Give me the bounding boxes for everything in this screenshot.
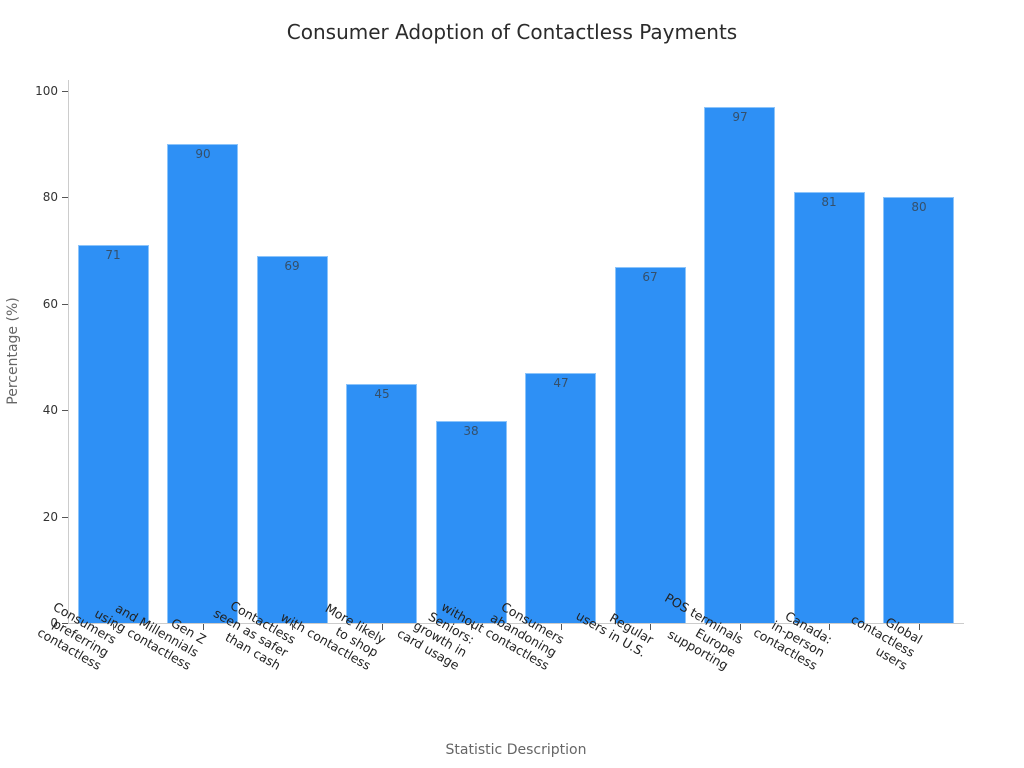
bar	[704, 107, 775, 623]
x-tick-mark	[561, 624, 562, 630]
bar	[257, 256, 328, 623]
bar	[525, 373, 596, 623]
x-axis-line	[68, 623, 964, 624]
x-axis-title: Statistic Description	[445, 742, 587, 758]
bar-value-label: 69	[284, 259, 300, 273]
x-tick-mark	[829, 624, 830, 630]
bar	[615, 267, 686, 623]
y-tick-label: 100	[35, 84, 58, 98]
bar-value-label: 45	[374, 387, 390, 401]
y-tick-label: 40	[42, 403, 58, 417]
x-tick-mark	[919, 624, 920, 630]
y-tick-mark	[62, 197, 68, 198]
y-tick-label: 60	[42, 297, 58, 311]
x-tick-mark	[292, 624, 293, 630]
bar-value-label: 97	[732, 110, 748, 124]
y-tick-label: 0	[50, 616, 58, 630]
bar-value-label: 90	[195, 147, 211, 161]
x-tick-mark	[382, 624, 383, 630]
bar-value-label: 38	[463, 424, 479, 438]
bar-value-label: 80	[911, 200, 927, 214]
bar-value-label: 71	[105, 248, 121, 262]
x-tick-mark	[740, 624, 741, 630]
y-tick-mark	[62, 91, 68, 92]
x-tick-mark	[203, 624, 204, 630]
y-axis-title: Percentage (%)	[5, 297, 21, 405]
y-axis-line	[68, 80, 69, 624]
y-tick-mark	[62, 410, 68, 411]
bar	[794, 192, 865, 623]
bar	[436, 421, 507, 623]
x-tick-mark	[113, 624, 114, 630]
x-tick-mark	[471, 624, 472, 630]
chart-title: Consumer Adoption of Contactless Payment…	[286, 20, 738, 44]
bar	[346, 384, 417, 623]
y-tick-label: 80	[42, 190, 58, 204]
bar	[883, 197, 954, 623]
y-tick-mark	[62, 623, 68, 624]
bar	[167, 144, 238, 623]
bar	[78, 245, 149, 623]
bar-value-label: 67	[642, 270, 658, 284]
y-tick-mark	[62, 517, 68, 518]
y-tick-label: 20	[42, 510, 58, 524]
y-tick-mark	[62, 304, 68, 305]
x-tick-mark	[650, 624, 651, 630]
bar-value-label: 81	[821, 195, 837, 209]
bar-value-label: 47	[553, 376, 569, 390]
